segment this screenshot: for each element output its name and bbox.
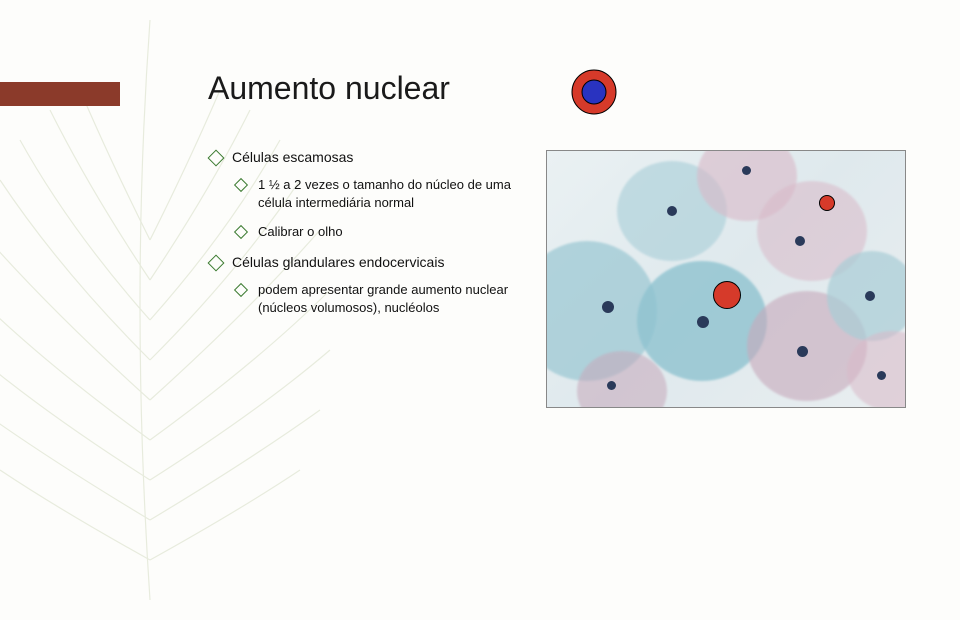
nucleus-dot: [607, 381, 616, 390]
bullet-aumento: podem apresentar grande aumento nuclear …: [236, 281, 520, 316]
bullet-escamosas: Células escamosas: [210, 148, 520, 166]
slide-title: Aumento nuclear: [208, 70, 450, 107]
nucleus-dot: [697, 316, 709, 328]
nucleus-dot: [667, 206, 677, 216]
nucleus-dot: [742, 166, 751, 175]
nucleus-dot: [797, 346, 808, 357]
bullet-glandulares: Células glandulares endocervicais: [210, 253, 520, 271]
nucleus-dot: [877, 371, 886, 380]
nucleus-dot: [795, 236, 805, 246]
accent-bar: [0, 82, 120, 106]
content-area: Células escamosas 1 ½ a 2 vezes o tamanh…: [210, 148, 520, 328]
nucleus-dot: [602, 301, 614, 313]
nucleus-dot: [865, 291, 875, 301]
overlay-marker: [713, 281, 741, 309]
overlay-marker: [819, 195, 835, 211]
cytology-image: [546, 150, 906, 408]
nucleus-diagram-icon: [570, 68, 618, 116]
bullet-tamanho: 1 ½ a 2 vezes o tamanho do núcleo de uma…: [236, 176, 520, 211]
bullet-calibrar: Calibrar o olho: [236, 223, 520, 241]
